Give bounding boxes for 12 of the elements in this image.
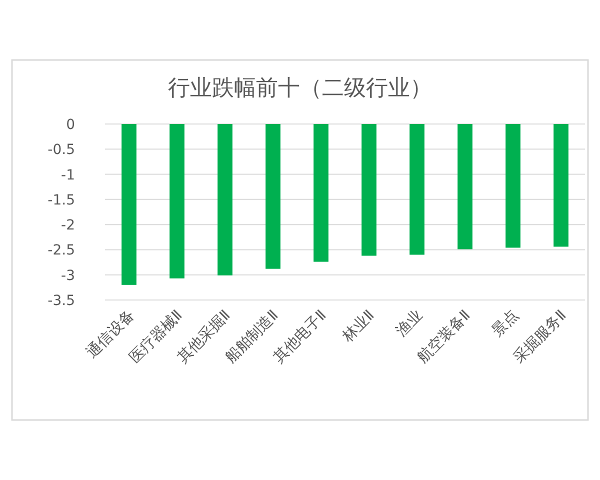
x-tick-label: 渔业 bbox=[392, 306, 426, 340]
x-tick-label: 林业Ⅱ bbox=[338, 306, 378, 346]
chart-title: 行业跌幅前十（二级行业） bbox=[168, 76, 432, 101]
y-tick-label: -1.5 bbox=[48, 192, 75, 208]
y-tick-label: -1 bbox=[61, 167, 75, 184]
y-tick-label: -2.5 bbox=[48, 242, 75, 259]
x-tick-label: 景点 bbox=[488, 306, 522, 340]
y-tick-label: 0 bbox=[66, 117, 75, 133]
y-tick-label: -3 bbox=[61, 268, 75, 284]
y-tick-label: -3.5 bbox=[48, 293, 75, 309]
y-tick-label: -0.5 bbox=[48, 142, 75, 158]
y-tick-label: -2 bbox=[61, 218, 75, 234]
